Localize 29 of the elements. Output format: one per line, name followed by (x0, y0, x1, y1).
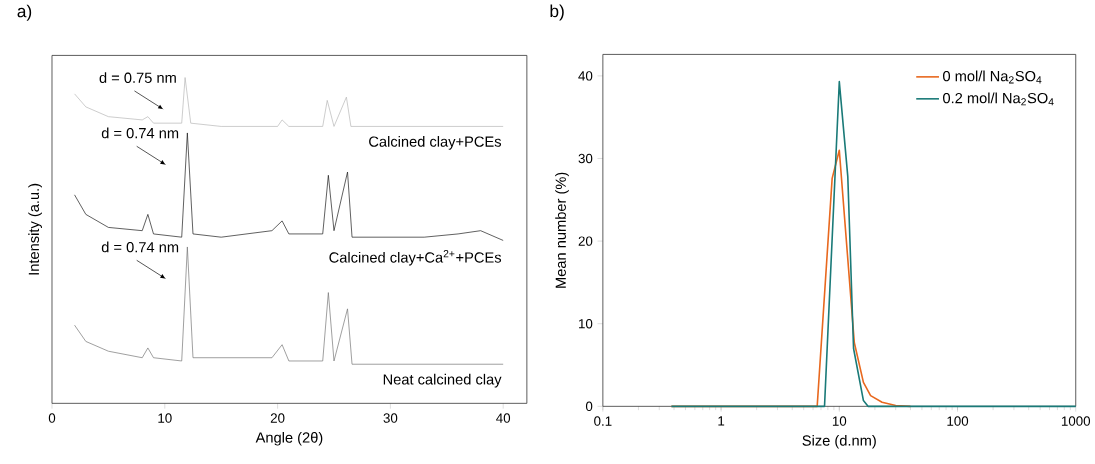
series-label: Neat calcined clay (383, 373, 502, 388)
x-axis-title: Angle (2θ) (255, 431, 323, 446)
chart-title: b) (550, 4, 564, 21)
x-tick-label: 40 (496, 413, 511, 423)
x-tick-label: 20 (270, 413, 285, 423)
series-label: Calcined clay+Ca$^{2+}$+PCEs (329, 249, 502, 266)
y-tick-label: 10 (579, 318, 593, 329)
x-tick-label: 1000 (1061, 416, 1091, 426)
x-tick-label: 0 (48, 413, 56, 423)
annotation: d = 0.75 nm (99, 72, 176, 83)
y-tick-label: 30 (578, 153, 593, 164)
annotation: d = 0.74 nm (101, 127, 179, 139)
x-tick-label: 30 (383, 413, 398, 423)
x-tick-label: 10 (158, 413, 172, 423)
annotation: d = 0.74 nm (101, 241, 179, 253)
series-label: Calcined clay+PCEs (369, 135, 502, 150)
y-tick-label: 0 (585, 401, 593, 411)
x-axis-title: Size (d.nm) (802, 434, 876, 449)
x-tick-label: 0.1 (594, 416, 612, 426)
y-tick-label: 20 (578, 236, 593, 246)
legend-label: 0.2 mol/l Na$_{2}$SO$_{4}$ (943, 92, 1054, 106)
x-tick-label: 10 (832, 416, 847, 426)
legend-label: 0 mol/l Na$_{2}$SO$_{4}$ (943, 70, 1042, 84)
chart-title: a) (17, 4, 32, 21)
x-tick-label: 1 (718, 416, 725, 426)
x-tick-label: 100 (947, 416, 969, 426)
y-axis-title: Mean number (%) (555, 172, 569, 288)
y-tick-label: 40 (578, 71, 593, 81)
y-axis-title: Intensity (a.u.) (28, 183, 42, 275)
